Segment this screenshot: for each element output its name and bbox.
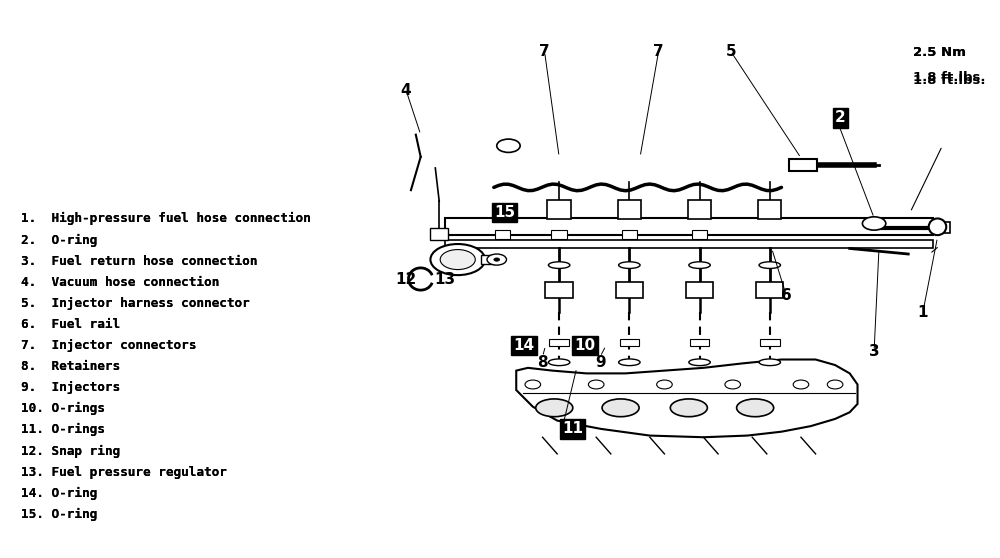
- Text: 8: 8: [537, 355, 548, 370]
- Text: 6.  Fuel rail: 6. Fuel rail: [21, 318, 120, 331]
- Text: 4.  Vacuum hose connection: 4. Vacuum hose connection: [21, 276, 219, 288]
- Polygon shape: [516, 359, 858, 437]
- Bar: [620, 339, 639, 345]
- Text: 5.  Injector harness connector: 5. Injector harness connector: [21, 297, 250, 310]
- Ellipse shape: [536, 399, 573, 417]
- Ellipse shape: [737, 399, 774, 417]
- Bar: [445, 218, 933, 234]
- Circle shape: [497, 139, 520, 152]
- Text: 13. Fuel pressure regulator: 13. Fuel pressure regulator: [21, 465, 227, 479]
- Text: 15: 15: [494, 205, 515, 220]
- Ellipse shape: [602, 399, 639, 417]
- Text: 7: 7: [653, 44, 664, 59]
- Bar: [756, 282, 783, 299]
- Ellipse shape: [670, 399, 707, 417]
- Bar: [547, 200, 571, 219]
- Bar: [789, 158, 817, 171]
- Ellipse shape: [929, 219, 946, 235]
- Text: 8.  Retainers: 8. Retainers: [21, 360, 120, 373]
- Text: 12. Snap ring: 12. Snap ring: [21, 445, 120, 458]
- Text: 2: 2: [835, 110, 846, 126]
- Text: 1.8 ft.lbs.: 1.8 ft.lbs.: [913, 71, 986, 84]
- Text: 4.  Vacuum hose connection: 4. Vacuum hose connection: [21, 276, 219, 288]
- Text: 10. O-rings: 10. O-rings: [21, 402, 105, 415]
- Text: 12. Snap ring: 12. Snap ring: [21, 445, 120, 458]
- Text: 11. O-rings: 11. O-rings: [21, 424, 105, 436]
- Text: 13: 13: [434, 272, 456, 286]
- Circle shape: [862, 217, 886, 230]
- Bar: [481, 255, 495, 264]
- Text: 5.  Injector harness connector: 5. Injector harness connector: [21, 297, 250, 310]
- Ellipse shape: [619, 262, 640, 268]
- Text: 11. O-rings: 11. O-rings: [21, 424, 105, 436]
- Bar: [445, 239, 933, 248]
- Ellipse shape: [759, 359, 780, 365]
- Circle shape: [494, 258, 500, 261]
- Circle shape: [657, 380, 672, 389]
- Text: 8.  Retainers: 8. Retainers: [21, 360, 120, 373]
- Text: 6: 6: [781, 288, 792, 303]
- Text: 6.  Fuel rail: 6. Fuel rail: [21, 318, 120, 331]
- Text: 2.5 Nm: 2.5 Nm: [913, 46, 966, 59]
- Text: 1.  High-pressure fuel hose connection: 1. High-pressure fuel hose connection: [21, 213, 311, 225]
- Bar: [495, 230, 510, 239]
- Text: 7.  Injector connectors: 7. Injector connectors: [21, 339, 196, 352]
- Circle shape: [588, 380, 604, 389]
- Bar: [933, 223, 950, 233]
- Ellipse shape: [619, 359, 640, 365]
- Bar: [690, 339, 709, 345]
- Bar: [430, 228, 448, 240]
- Bar: [686, 282, 713, 299]
- Text: 1.8 ft.lbs.: 1.8 ft.lbs.: [913, 74, 986, 86]
- Text: 9.  Injectors: 9. Injectors: [21, 381, 120, 394]
- Text: 3: 3: [869, 344, 879, 359]
- Bar: [545, 282, 573, 299]
- Text: 2.  O-ring: 2. O-ring: [21, 233, 97, 247]
- Circle shape: [827, 380, 843, 389]
- Ellipse shape: [548, 359, 570, 365]
- Bar: [551, 230, 567, 239]
- Ellipse shape: [689, 359, 710, 365]
- Text: 7.  Injector connectors: 7. Injector connectors: [21, 339, 196, 352]
- Ellipse shape: [548, 262, 570, 268]
- Text: 10. O-rings: 10. O-rings: [21, 402, 105, 415]
- Text: 2.5 Nm: 2.5 Nm: [913, 46, 966, 59]
- Circle shape: [440, 249, 475, 270]
- Circle shape: [725, 380, 741, 389]
- Text: 3.  Fuel return hose connection: 3. Fuel return hose connection: [21, 254, 257, 268]
- Text: 14: 14: [513, 338, 534, 353]
- Text: 11: 11: [562, 421, 583, 436]
- Text: 9.  Injectors: 9. Injectors: [21, 381, 120, 394]
- Text: 13. Fuel pressure regulator: 13. Fuel pressure regulator: [21, 465, 227, 479]
- Ellipse shape: [759, 262, 780, 268]
- Bar: [622, 230, 637, 239]
- Circle shape: [793, 380, 809, 389]
- Text: 9: 9: [595, 355, 605, 370]
- Bar: [616, 282, 643, 299]
- Text: 14. O-ring: 14. O-ring: [21, 487, 97, 500]
- Bar: [692, 230, 707, 239]
- Bar: [760, 339, 780, 345]
- Circle shape: [487, 254, 506, 265]
- Ellipse shape: [689, 262, 710, 268]
- Text: 7: 7: [539, 44, 550, 59]
- Text: 2.  O-ring: 2. O-ring: [21, 233, 97, 247]
- Text: 3.  Fuel return hose connection: 3. Fuel return hose connection: [21, 254, 257, 268]
- Text: 1.  High-pressure fuel hose connection: 1. High-pressure fuel hose connection: [21, 213, 311, 225]
- Text: 10: 10: [575, 338, 596, 353]
- Bar: [688, 200, 711, 219]
- Bar: [758, 200, 781, 219]
- Circle shape: [525, 380, 541, 389]
- Text: 4: 4: [401, 83, 411, 98]
- Text: 15. O-ring: 15. O-ring: [21, 508, 97, 521]
- Bar: [549, 339, 569, 345]
- Text: 1: 1: [918, 305, 928, 320]
- Text: 15. O-ring: 15. O-ring: [21, 508, 97, 521]
- Text: 12: 12: [395, 272, 417, 286]
- Text: 14. O-ring: 14. O-ring: [21, 487, 97, 500]
- Circle shape: [430, 244, 485, 275]
- Bar: [618, 200, 641, 219]
- Text: 5: 5: [725, 44, 736, 59]
